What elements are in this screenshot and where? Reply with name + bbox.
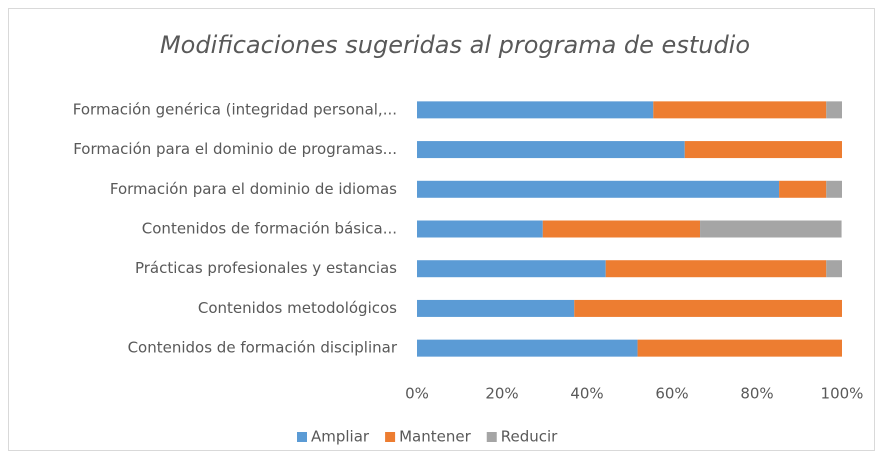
- x-tick-label: 20%: [485, 385, 518, 403]
- bar-segment: [417, 220, 543, 238]
- chart-title: Modificaciones sugeridas al programa de …: [160, 31, 750, 59]
- legend-swatch: [297, 432, 307, 442]
- y-tick-label: Contenidos metodológicos: [198, 299, 397, 317]
- y-tick-label: Contenidos de formación básica...: [142, 220, 397, 238]
- y-tick-label: Contenidos de formación disciplinar: [128, 339, 398, 357]
- bar-segment: [700, 220, 842, 238]
- legend-swatch: [486, 432, 497, 442]
- bar-segment: [826, 260, 842, 278]
- bar-segment: [605, 260, 827, 278]
- x-tick-label: 60%: [655, 385, 688, 403]
- y-tick-label: Prácticas profesionales y estancias: [135, 259, 397, 277]
- bar-segment: [653, 101, 827, 119]
- legend-label: Reducir: [501, 428, 558, 446]
- x-tick-label: 80%: [740, 385, 773, 403]
- x-tick-label: 100%: [821, 385, 864, 403]
- bar-segment: [417, 260, 606, 278]
- y-tick-label: Formación para el dominio de programas..…: [73, 140, 397, 158]
- bar-segment: [417, 339, 638, 357]
- y-tick-label: Formación para el dominio de idiomas: [110, 180, 397, 198]
- legend-label: Ampliar: [311, 428, 370, 446]
- bar-segment: [684, 141, 842, 159]
- bar-segment: [826, 180, 842, 198]
- y-tick-label: Formación genérica (integridad personal,…: [73, 100, 397, 118]
- legend-label: Mantener: [399, 428, 471, 446]
- bar-segment: [417, 180, 780, 198]
- legend-swatch: [385, 432, 396, 442]
- bar-segment: [779, 180, 827, 198]
- bar-segment: [637, 339, 842, 357]
- x-tick-label: 0%: [405, 385, 429, 403]
- bar-segment: [826, 101, 842, 119]
- bar-segment: [574, 299, 842, 317]
- x-tick-label: 40%: [570, 385, 603, 403]
- bar-segment: [542, 220, 701, 238]
- bar-segment: [417, 101, 654, 119]
- bar-segment: [417, 141, 685, 159]
- bar-segment: [417, 299, 575, 317]
